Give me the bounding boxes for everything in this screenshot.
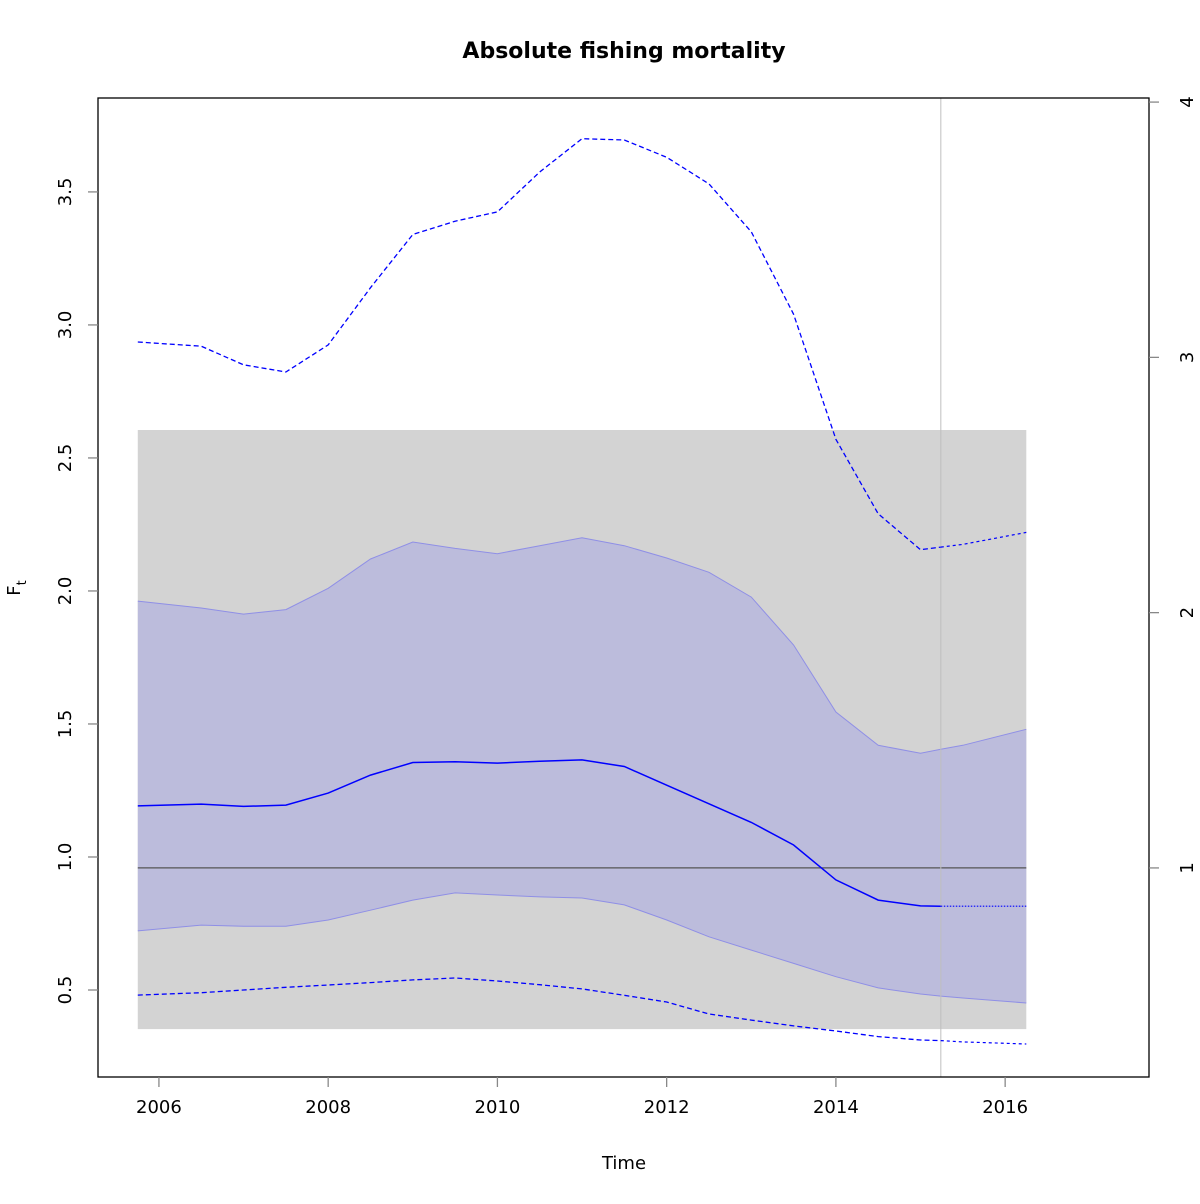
lower-dashed-forecast-line bbox=[940, 1040, 1027, 1045]
y-tick-label: 2.5 bbox=[55, 444, 76, 473]
y-tick-label: 1.5 bbox=[55, 710, 76, 739]
x-tick-label: 2010 bbox=[475, 1097, 521, 1118]
svg-text:Ft: Ft bbox=[4, 580, 30, 595]
y-tick-label: 3.0 bbox=[55, 311, 76, 340]
y-right-tick-label: 1 bbox=[1177, 862, 1198, 873]
upper-dashed-forecast-line bbox=[940, 531, 1027, 548]
y-right-tick-label: 3 bbox=[1177, 352, 1198, 363]
band-lower-edge bbox=[137, 892, 1027, 1004]
x-tick-label: 2014 bbox=[813, 1097, 859, 1118]
y-right-tick-label: 2 bbox=[1177, 607, 1198, 618]
y-axis-label-subscript: t bbox=[15, 580, 30, 585]
x-tick-label: 2008 bbox=[305, 1097, 351, 1118]
y-tick-label: 2.0 bbox=[55, 577, 76, 606]
confidence-band bbox=[137, 537, 1027, 1003]
y-axis-label-main: F bbox=[4, 585, 25, 595]
y-right-tick-label: 4 bbox=[1177, 96, 1198, 107]
upper-dashed-line bbox=[137, 138, 941, 551]
x-tick-label: 2006 bbox=[136, 1097, 182, 1118]
plot-frame bbox=[97, 97, 1150, 1078]
chart-title: Absolute fishing mortality bbox=[462, 39, 785, 64]
y-tick-label: 3.5 bbox=[55, 178, 76, 207]
x-tick-label: 2016 bbox=[982, 1097, 1028, 1118]
y-tick-label: 0.5 bbox=[55, 976, 76, 1005]
x-axis-label: Time bbox=[601, 1153, 646, 1174]
x-tick-label: 2012 bbox=[644, 1097, 690, 1118]
estimate-line bbox=[137, 759, 941, 907]
y-axis-label: Ft bbox=[4, 580, 30, 595]
y-tick-label: 1.0 bbox=[55, 843, 76, 872]
plot-area bbox=[137, 98, 1027, 1077]
axes: 2006 2008 2010 2012 2014 2016 0.5 1.0 1.5 2.0 2.5 3… bbox=[55, 96, 1198, 1118]
lower-dashed-line bbox=[137, 977, 941, 1042]
band-upper-edge bbox=[137, 537, 1027, 754]
